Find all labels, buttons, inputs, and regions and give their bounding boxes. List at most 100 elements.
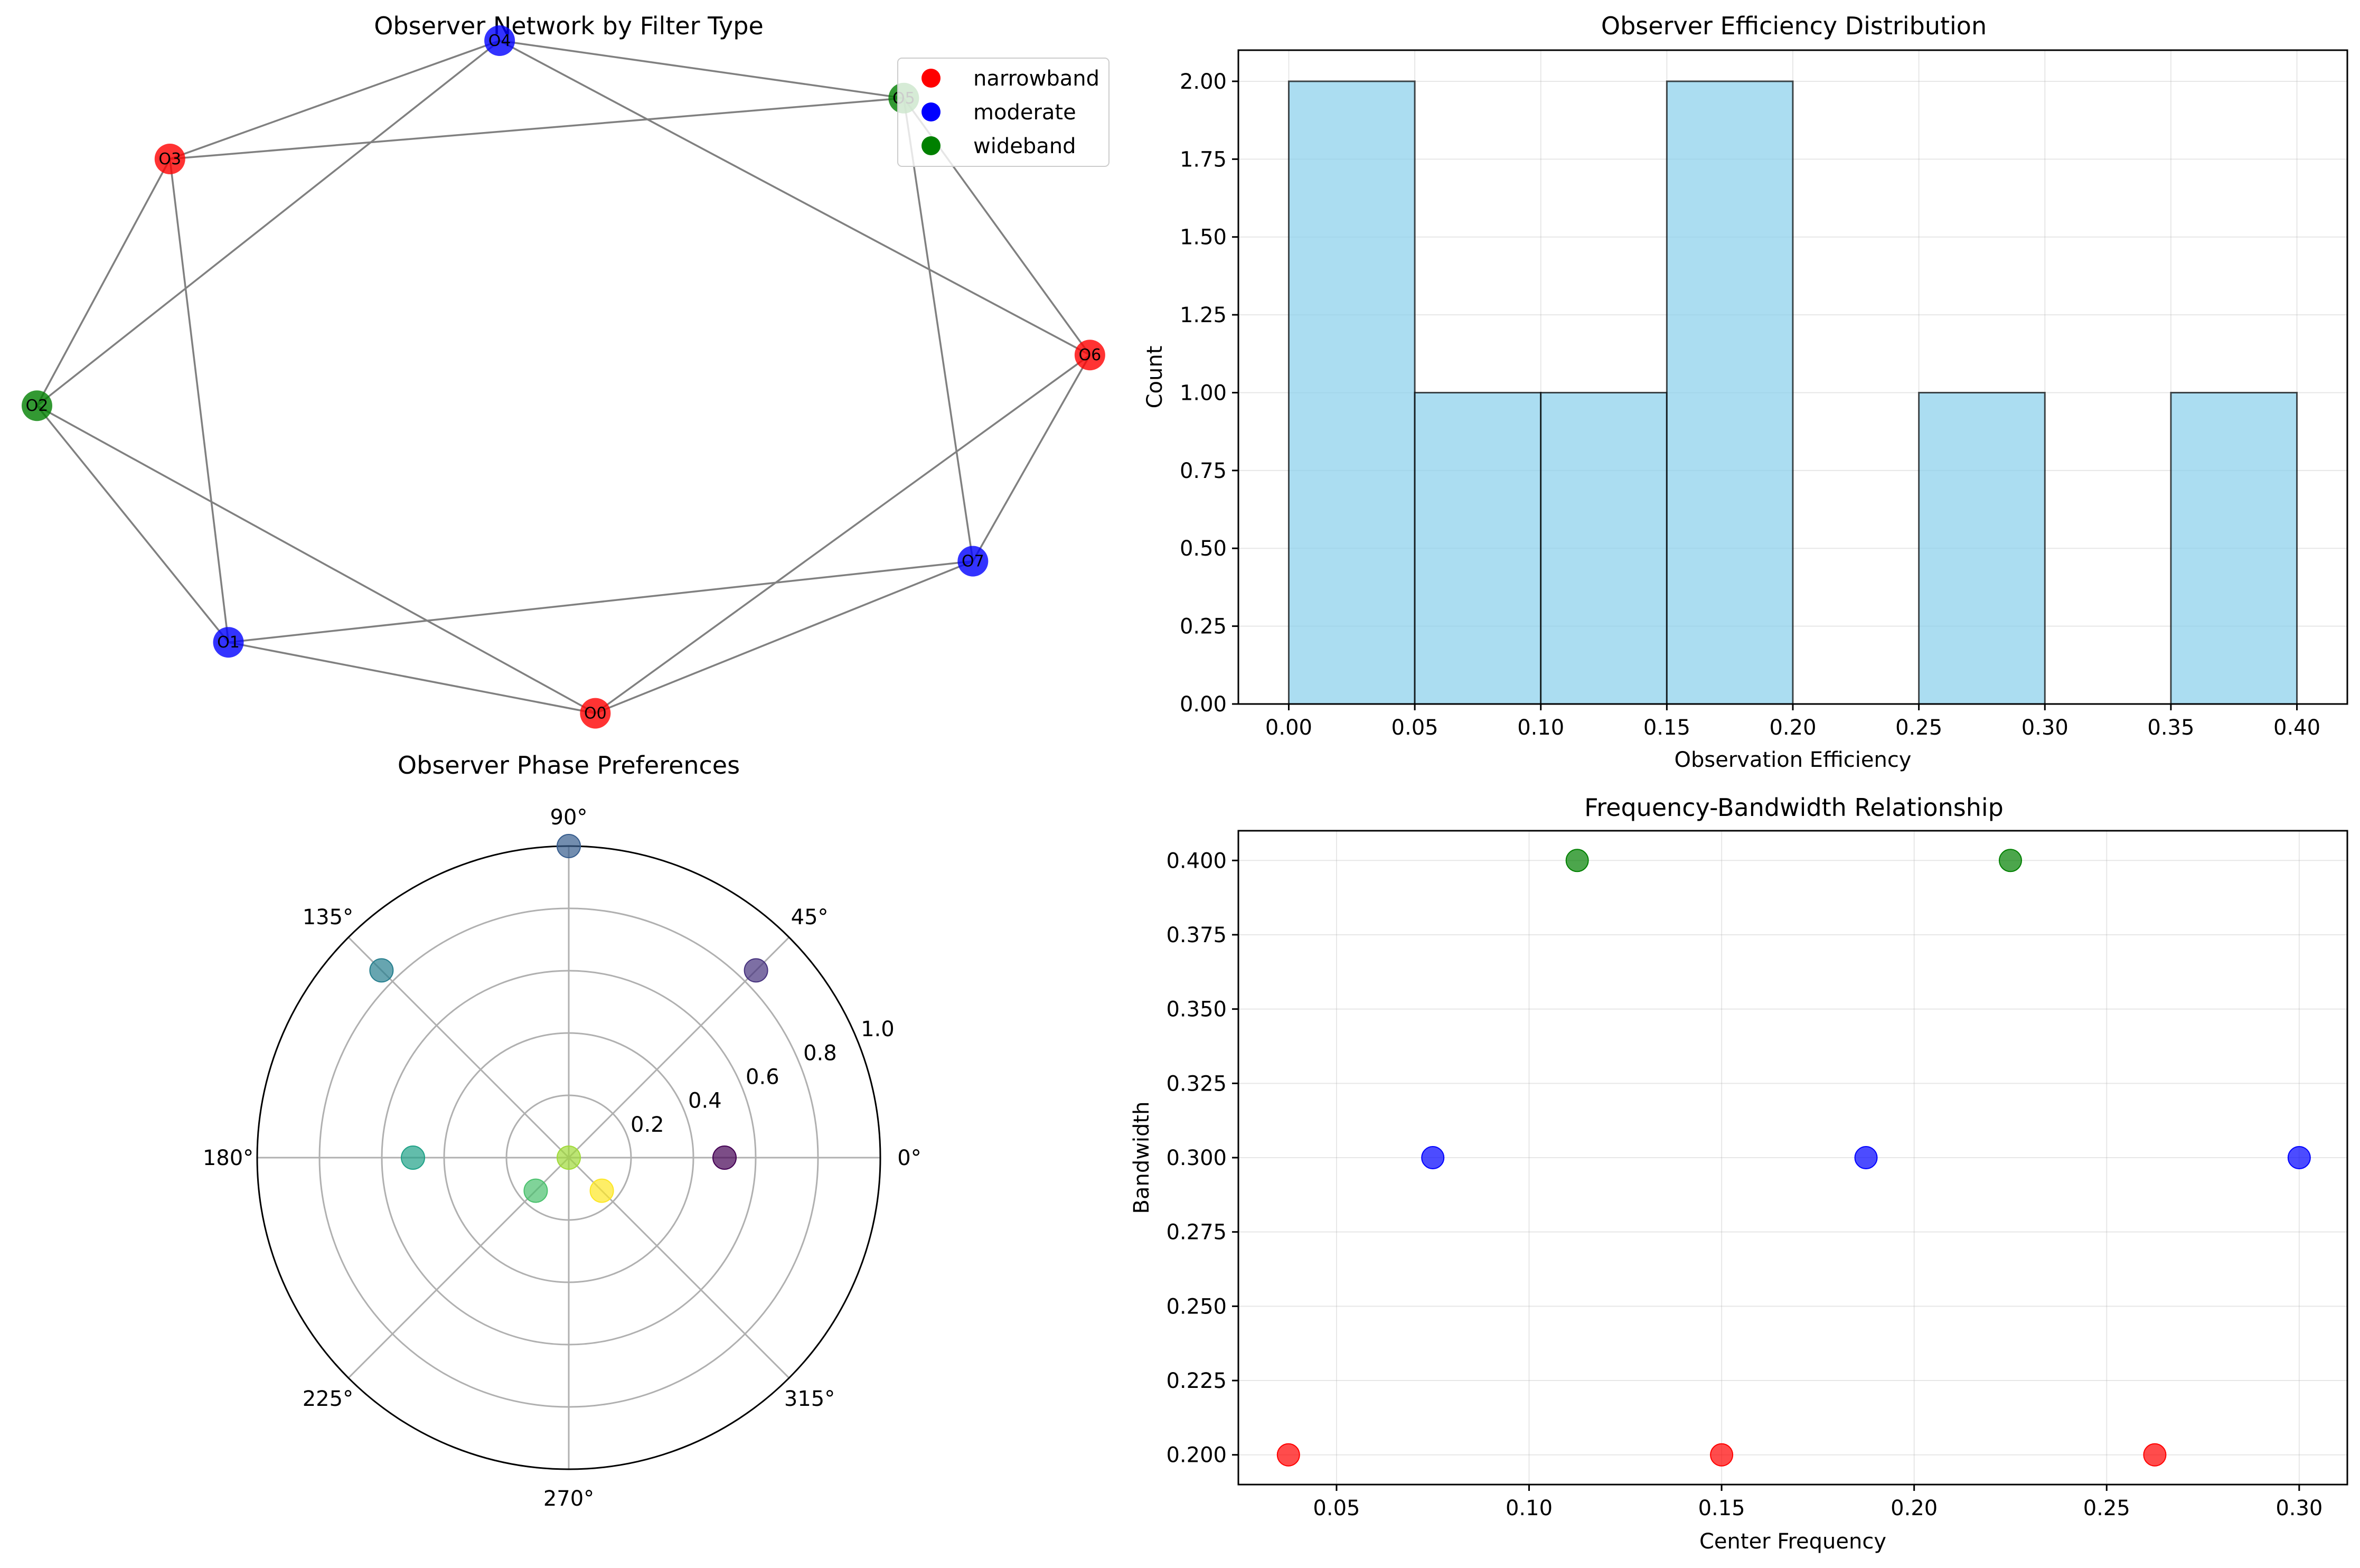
legend-label-moderate: moderate bbox=[973, 100, 1076, 125]
polar-labels: 0° 45° 90° 135° 180° 225° 270° 315° 0.2 0.4 0.6 0.8… bbox=[203, 805, 922, 1511]
hist-y-tick-label: 1.75 bbox=[1180, 147, 1227, 172]
polar-angle-label: 180° bbox=[203, 1146, 253, 1170]
legend-marker-moderate bbox=[922, 102, 941, 121]
hist-x-tick-label: 0.05 bbox=[1391, 716, 1438, 740]
edge-O4-O5 bbox=[499, 40, 904, 99]
fb-y-tick-label: 0.250 bbox=[1166, 1294, 1227, 1319]
histogram-panel: Observer Efficiency Distribution 0.00 0.0… bbox=[1143, 12, 2348, 772]
edge-O0-O1 bbox=[228, 641, 596, 715]
fb-x-tick-label: 0.10 bbox=[1506, 1496, 1553, 1520]
node-O4 bbox=[484, 25, 515, 56]
histogram-y-label: Count bbox=[1143, 346, 1167, 409]
polar-angle-label: 90° bbox=[550, 805, 588, 830]
edge-O5-O7 bbox=[902, 98, 974, 561]
hist-y-tick-label: 2.00 bbox=[1180, 70, 1227, 94]
network-edges bbox=[36, 40, 1091, 715]
edge-O4-O6 bbox=[499, 40, 1090, 356]
polar-angle-label: 45° bbox=[791, 905, 829, 929]
fb-point bbox=[1710, 1443, 1734, 1467]
node-label-O2: O2 bbox=[26, 397, 49, 415]
fb-y-tick-label: 0.400 bbox=[1166, 849, 1227, 873]
fb-x-tick-label: 0.30 bbox=[2276, 1496, 2323, 1520]
hist-bar bbox=[1666, 80, 1794, 705]
legend-label-wideband: wideband bbox=[973, 134, 1076, 158]
network-title: Observer Network by Filter Type bbox=[374, 12, 764, 40]
fb-point bbox=[1854, 1146, 1878, 1169]
edge-O2-O3 bbox=[36, 158, 171, 407]
polar-angle-label: 135° bbox=[303, 905, 353, 929]
polar-point bbox=[401, 1146, 425, 1170]
polar-point bbox=[712, 1146, 737, 1170]
histogram-bars bbox=[1287, 80, 2298, 705]
fb-y-tick-label: 0.225 bbox=[1166, 1369, 1227, 1393]
fb-y-tick-label: 0.300 bbox=[1166, 1146, 1227, 1170]
fb-x-tick-label: 0.15 bbox=[1698, 1496, 1745, 1520]
node-O1 bbox=[213, 627, 244, 658]
hist-x-tick-label: 0.15 bbox=[1643, 716, 1690, 740]
edge-O2-O4 bbox=[36, 40, 501, 407]
freq-bandwidth-grid bbox=[1238, 831, 2347, 1485]
hist-y-tick-label: 1.50 bbox=[1180, 226, 1227, 250]
polar-points bbox=[369, 834, 768, 1203]
fb-point bbox=[1998, 849, 2022, 872]
hist-bar bbox=[1414, 391, 1542, 705]
histogram-title: Observer Efficiency Distribution bbox=[1601, 12, 1987, 40]
node-label-O6: O6 bbox=[1079, 346, 1102, 364]
polar-point bbox=[557, 834, 581, 858]
edge-O0-O2 bbox=[36, 405, 596, 715]
polar-radius-label: 0.6 bbox=[746, 1065, 779, 1090]
hist-bar bbox=[1287, 80, 1416, 705]
hist-bar bbox=[1540, 391, 1668, 705]
polar-angle-label: 270° bbox=[543, 1487, 594, 1511]
polar-radius-label: 0.4 bbox=[688, 1089, 722, 1113]
freq-bandwidth-panel: Frequency-Bandwidth Relationship 0.05 0.1… bbox=[1130, 793, 2348, 1554]
edge-O1-O2 bbox=[36, 405, 229, 643]
polar-angle-label: 0° bbox=[897, 1146, 921, 1170]
node-O6 bbox=[1074, 340, 1105, 371]
polar-radius-label: 1.0 bbox=[861, 1017, 895, 1041]
edge-O3-O5 bbox=[170, 97, 904, 160]
fb-y-tick-label: 0.375 bbox=[1166, 923, 1227, 947]
node-label-O7: O7 bbox=[962, 552, 984, 571]
edge-O0-O6 bbox=[595, 354, 1090, 715]
node-label-O0: O0 bbox=[584, 705, 607, 723]
polar-angle-label: 315° bbox=[784, 1387, 835, 1411]
histogram-x-label: Observation Efficiency bbox=[1675, 748, 1912, 772]
edge-O0-O7 bbox=[595, 560, 973, 715]
polar-point bbox=[589, 1178, 614, 1203]
fb-x-tick-label: 0.05 bbox=[1313, 1496, 1360, 1520]
hist-y-tick-label: 0.75 bbox=[1180, 459, 1227, 483]
hist-x-tick-label: 0.20 bbox=[1769, 716, 1816, 740]
polar-point bbox=[523, 1178, 548, 1203]
polar-panel: Observer Phase Preferences 0° 45° 90° 135° 1… bbox=[203, 751, 922, 1511]
node-label-O1: O1 bbox=[217, 633, 240, 652]
freq-bandwidth-title: Frequency-Bandwidth Relationship bbox=[1584, 793, 2004, 822]
hist-y-tick-label: 0.00 bbox=[1180, 692, 1227, 717]
polar-title: Observer Phase Preferences bbox=[398, 751, 740, 780]
hist-bar bbox=[2170, 391, 2298, 705]
freq-bandwidth-y-ticks: 0.200 0.225 0.250 0.275 0.300 0.325 0.350 0.375… bbox=[1166, 849, 1238, 1468]
freq-bandwidth-x-ticks: 0.05 0.10 0.15 0.20 0.25 0.30 bbox=[1313, 1485, 2323, 1520]
fb-x-tick-label: 0.25 bbox=[2083, 1496, 2130, 1520]
edge-O3-O4 bbox=[170, 40, 500, 160]
freq-bandwidth-y-label: Bandwidth bbox=[1130, 1102, 1154, 1214]
node-O0 bbox=[580, 698, 611, 729]
fb-point bbox=[1565, 849, 1589, 872]
histogram-x-ticks: 0.00 0.05 0.10 0.15 0.20 0.25 0.30 0.35 0.40 bbox=[1265, 704, 2320, 740]
hist-x-tick-label: 0.30 bbox=[2021, 716, 2068, 740]
node-label-O4: O4 bbox=[488, 32, 511, 50]
fb-x-tick-label: 0.20 bbox=[1891, 1496, 1938, 1520]
hist-y-tick-label: 0.50 bbox=[1180, 537, 1227, 561]
network-panel: Observer Network by Filter Type O0 O1 O2 O3… bbox=[22, 12, 1110, 729]
edge-O1-O7 bbox=[228, 560, 973, 643]
node-label-O3: O3 bbox=[158, 150, 181, 168]
freq-bandwidth-points bbox=[1276, 849, 2311, 1467]
network-legend: narrowband moderate wideband bbox=[897, 58, 1110, 167]
hist-x-tick-label: 0.10 bbox=[1517, 716, 1564, 740]
legend-label-narrowband: narrowband bbox=[973, 67, 1099, 91]
hist-y-tick-label: 1.00 bbox=[1180, 381, 1227, 405]
node-O3 bbox=[154, 144, 185, 174]
node-O2 bbox=[22, 390, 52, 421]
polar-radius-label: 0.2 bbox=[631, 1113, 664, 1137]
